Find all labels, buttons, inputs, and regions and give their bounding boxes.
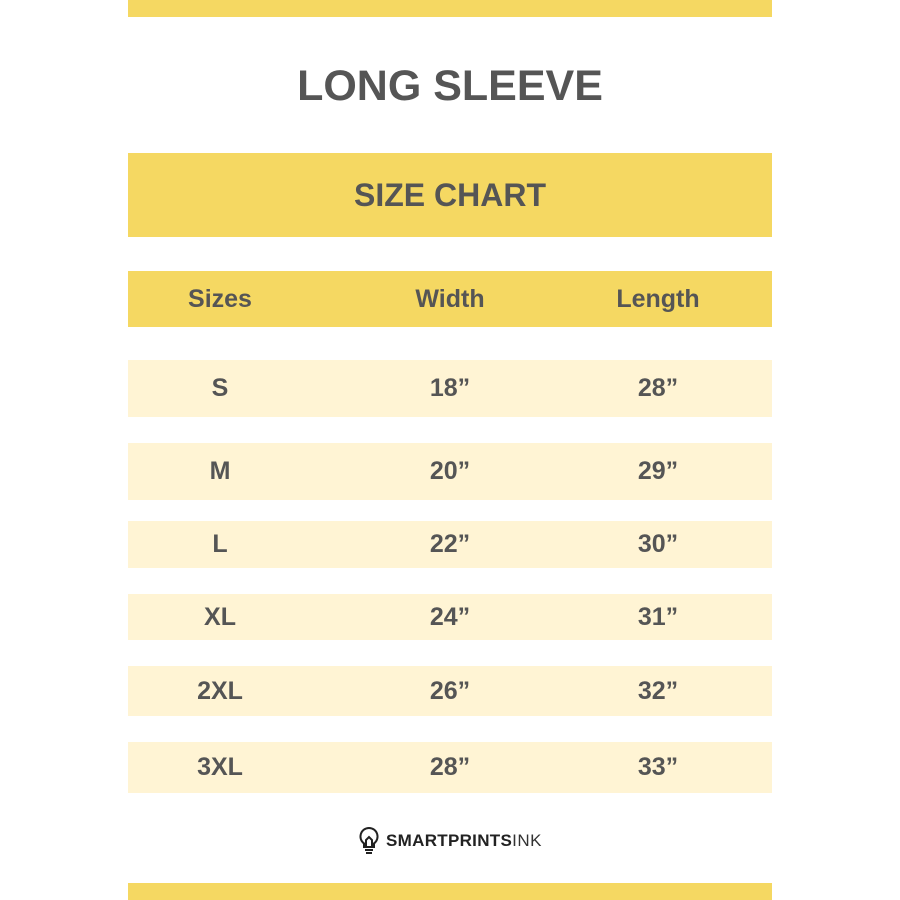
header-sizes: Sizes: [188, 284, 252, 313]
brand-logo: SMARTPRINTSINK: [0, 826, 900, 856]
cell-width: 18”: [429, 374, 471, 402]
cell-size: XL: [204, 602, 236, 631]
cell-length: 29”: [637, 457, 679, 485]
cell-width: 24”: [429, 602, 471, 631]
table-row: 3XL 28” 33”: [128, 742, 772, 793]
header-length: Length: [616, 284, 700, 313]
bottom-accent-bar: [128, 883, 772, 900]
table-row: M 20” 29”: [128, 443, 772, 500]
cell-width: 20”: [429, 457, 471, 485]
page-title: LONG SLEEVE: [297, 62, 603, 110]
cell-length: 33”: [637, 753, 679, 781]
lightbulb-icon: [359, 826, 379, 854]
cell-length: 28”: [637, 374, 679, 402]
cell-size: 3XL: [197, 753, 243, 781]
table-row: S 18” 28”: [128, 360, 772, 417]
cell-width: 26”: [429, 676, 471, 705]
cell-width: 28”: [429, 753, 471, 781]
cell-length: 31”: [637, 602, 679, 631]
cell-width: 22”: [429, 530, 471, 558]
cell-length: 30”: [637, 530, 679, 558]
logo-text-bold: SMARTPRINTS: [386, 831, 513, 850]
table-row: 2XL 26” 32”: [128, 666, 772, 716]
cell-size: S: [211, 374, 229, 402]
header-width: Width: [415, 284, 485, 313]
size-chart-banner: SIZE CHART: [128, 153, 772, 237]
banner-label: SIZE CHART: [354, 176, 546, 213]
cell-size: 2XL: [197, 676, 243, 705]
table-row: XL 24” 31”: [128, 594, 772, 640]
cell-size: M: [209, 457, 231, 485]
top-accent-bar: [128, 0, 772, 17]
cell-length: 32”: [637, 676, 679, 705]
cell-size: L: [212, 530, 228, 558]
table-header: Sizes Width Length: [128, 271, 772, 327]
logo-text-light: INK: [512, 831, 542, 850]
table-row: L 22” 30”: [128, 521, 772, 568]
